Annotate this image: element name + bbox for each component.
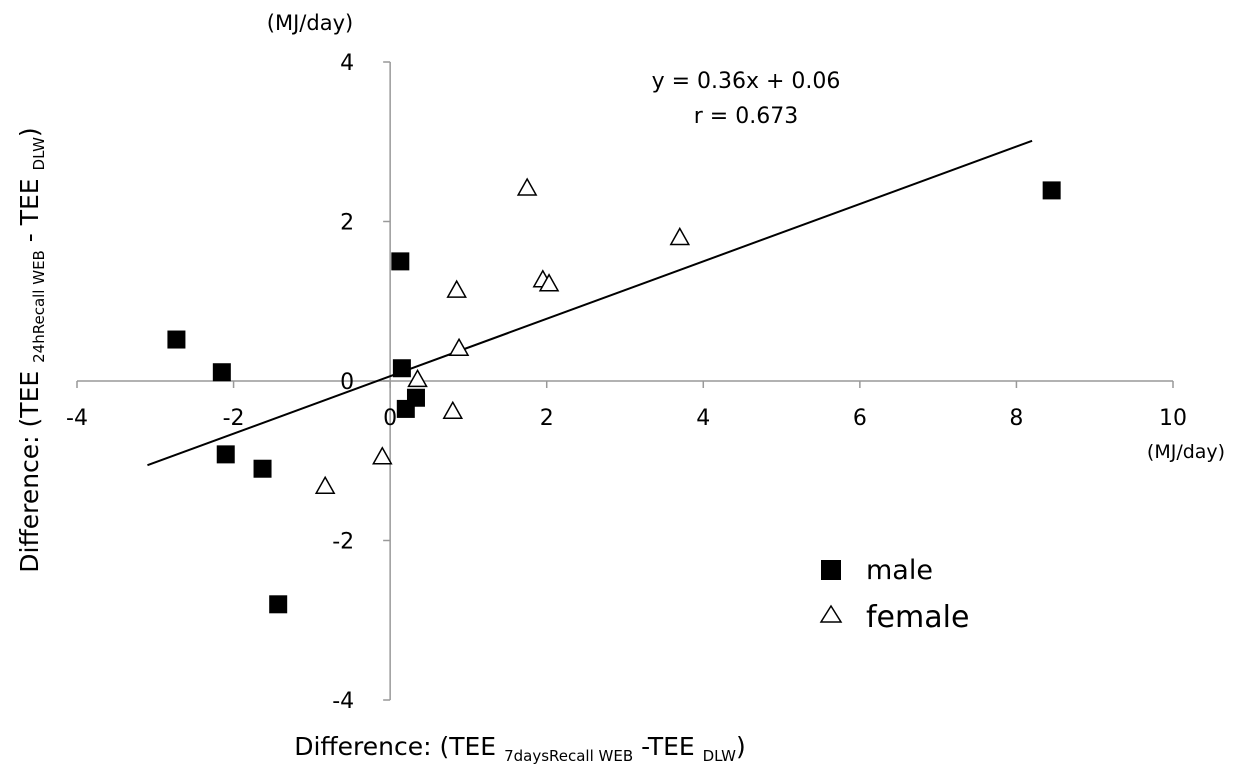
y-axis-title: Difference: (TEE 24hRecall WEB - TEE DLW… xyxy=(15,127,48,572)
y-axis-ticks: -4 -2 0 2 4 xyxy=(332,51,391,714)
male-point xyxy=(406,388,425,407)
y-tick-label: 2 xyxy=(340,211,354,236)
x-tick-label: 6 xyxy=(853,406,867,431)
x-tick-label: -2 xyxy=(223,406,245,431)
y-tick-label: 0 xyxy=(340,370,354,395)
y-tick-label: 4 xyxy=(340,51,354,76)
female-point xyxy=(372,446,393,465)
trend-line xyxy=(147,139,1033,467)
male-point xyxy=(1042,181,1061,200)
female-point xyxy=(446,279,467,298)
legend-female-marker xyxy=(819,604,843,623)
y-unit-label: (MJ/day) xyxy=(267,11,353,35)
female-point xyxy=(448,337,470,357)
x-tick-label: 2 xyxy=(540,406,554,431)
female-point xyxy=(516,177,538,196)
male-point xyxy=(167,330,186,349)
legend: male female xyxy=(819,555,969,635)
trend-r-value: r = 0.673 xyxy=(694,104,798,129)
x-axis-title: Difference: (TEE 7daysRecall WEB -TEE DL… xyxy=(294,732,746,765)
x-tick-label: 10 xyxy=(1159,406,1187,431)
female-point xyxy=(669,226,691,246)
male-point xyxy=(212,363,231,382)
x-tick-label: 4 xyxy=(696,406,710,431)
male-point xyxy=(392,359,411,378)
legend-female-label: female xyxy=(866,600,969,635)
male-point xyxy=(269,595,288,614)
male-point xyxy=(391,252,410,271)
male-point xyxy=(253,459,272,478)
female-point xyxy=(314,475,336,495)
legend-male-label: male xyxy=(866,555,933,586)
x-axis-ticks: -4 -2 0 2 4 6 8 10 xyxy=(66,381,1187,431)
data-points xyxy=(167,177,1061,614)
x-tick-label: 8 xyxy=(1009,406,1023,431)
x-unit-label: (MJ/day) xyxy=(1147,441,1225,463)
y-tick-label: -2 xyxy=(332,530,354,555)
x-tick-label: 0 xyxy=(383,406,397,431)
male-point xyxy=(216,445,235,464)
female-point xyxy=(407,368,428,388)
legend-male-marker xyxy=(821,560,841,580)
female-point xyxy=(538,273,560,292)
trend-equation: y = 0.36x + 0.06 xyxy=(652,69,841,94)
y-tick-label: -4 xyxy=(332,689,354,714)
female-point xyxy=(442,400,464,420)
x-tick-label: -4 xyxy=(66,406,88,431)
